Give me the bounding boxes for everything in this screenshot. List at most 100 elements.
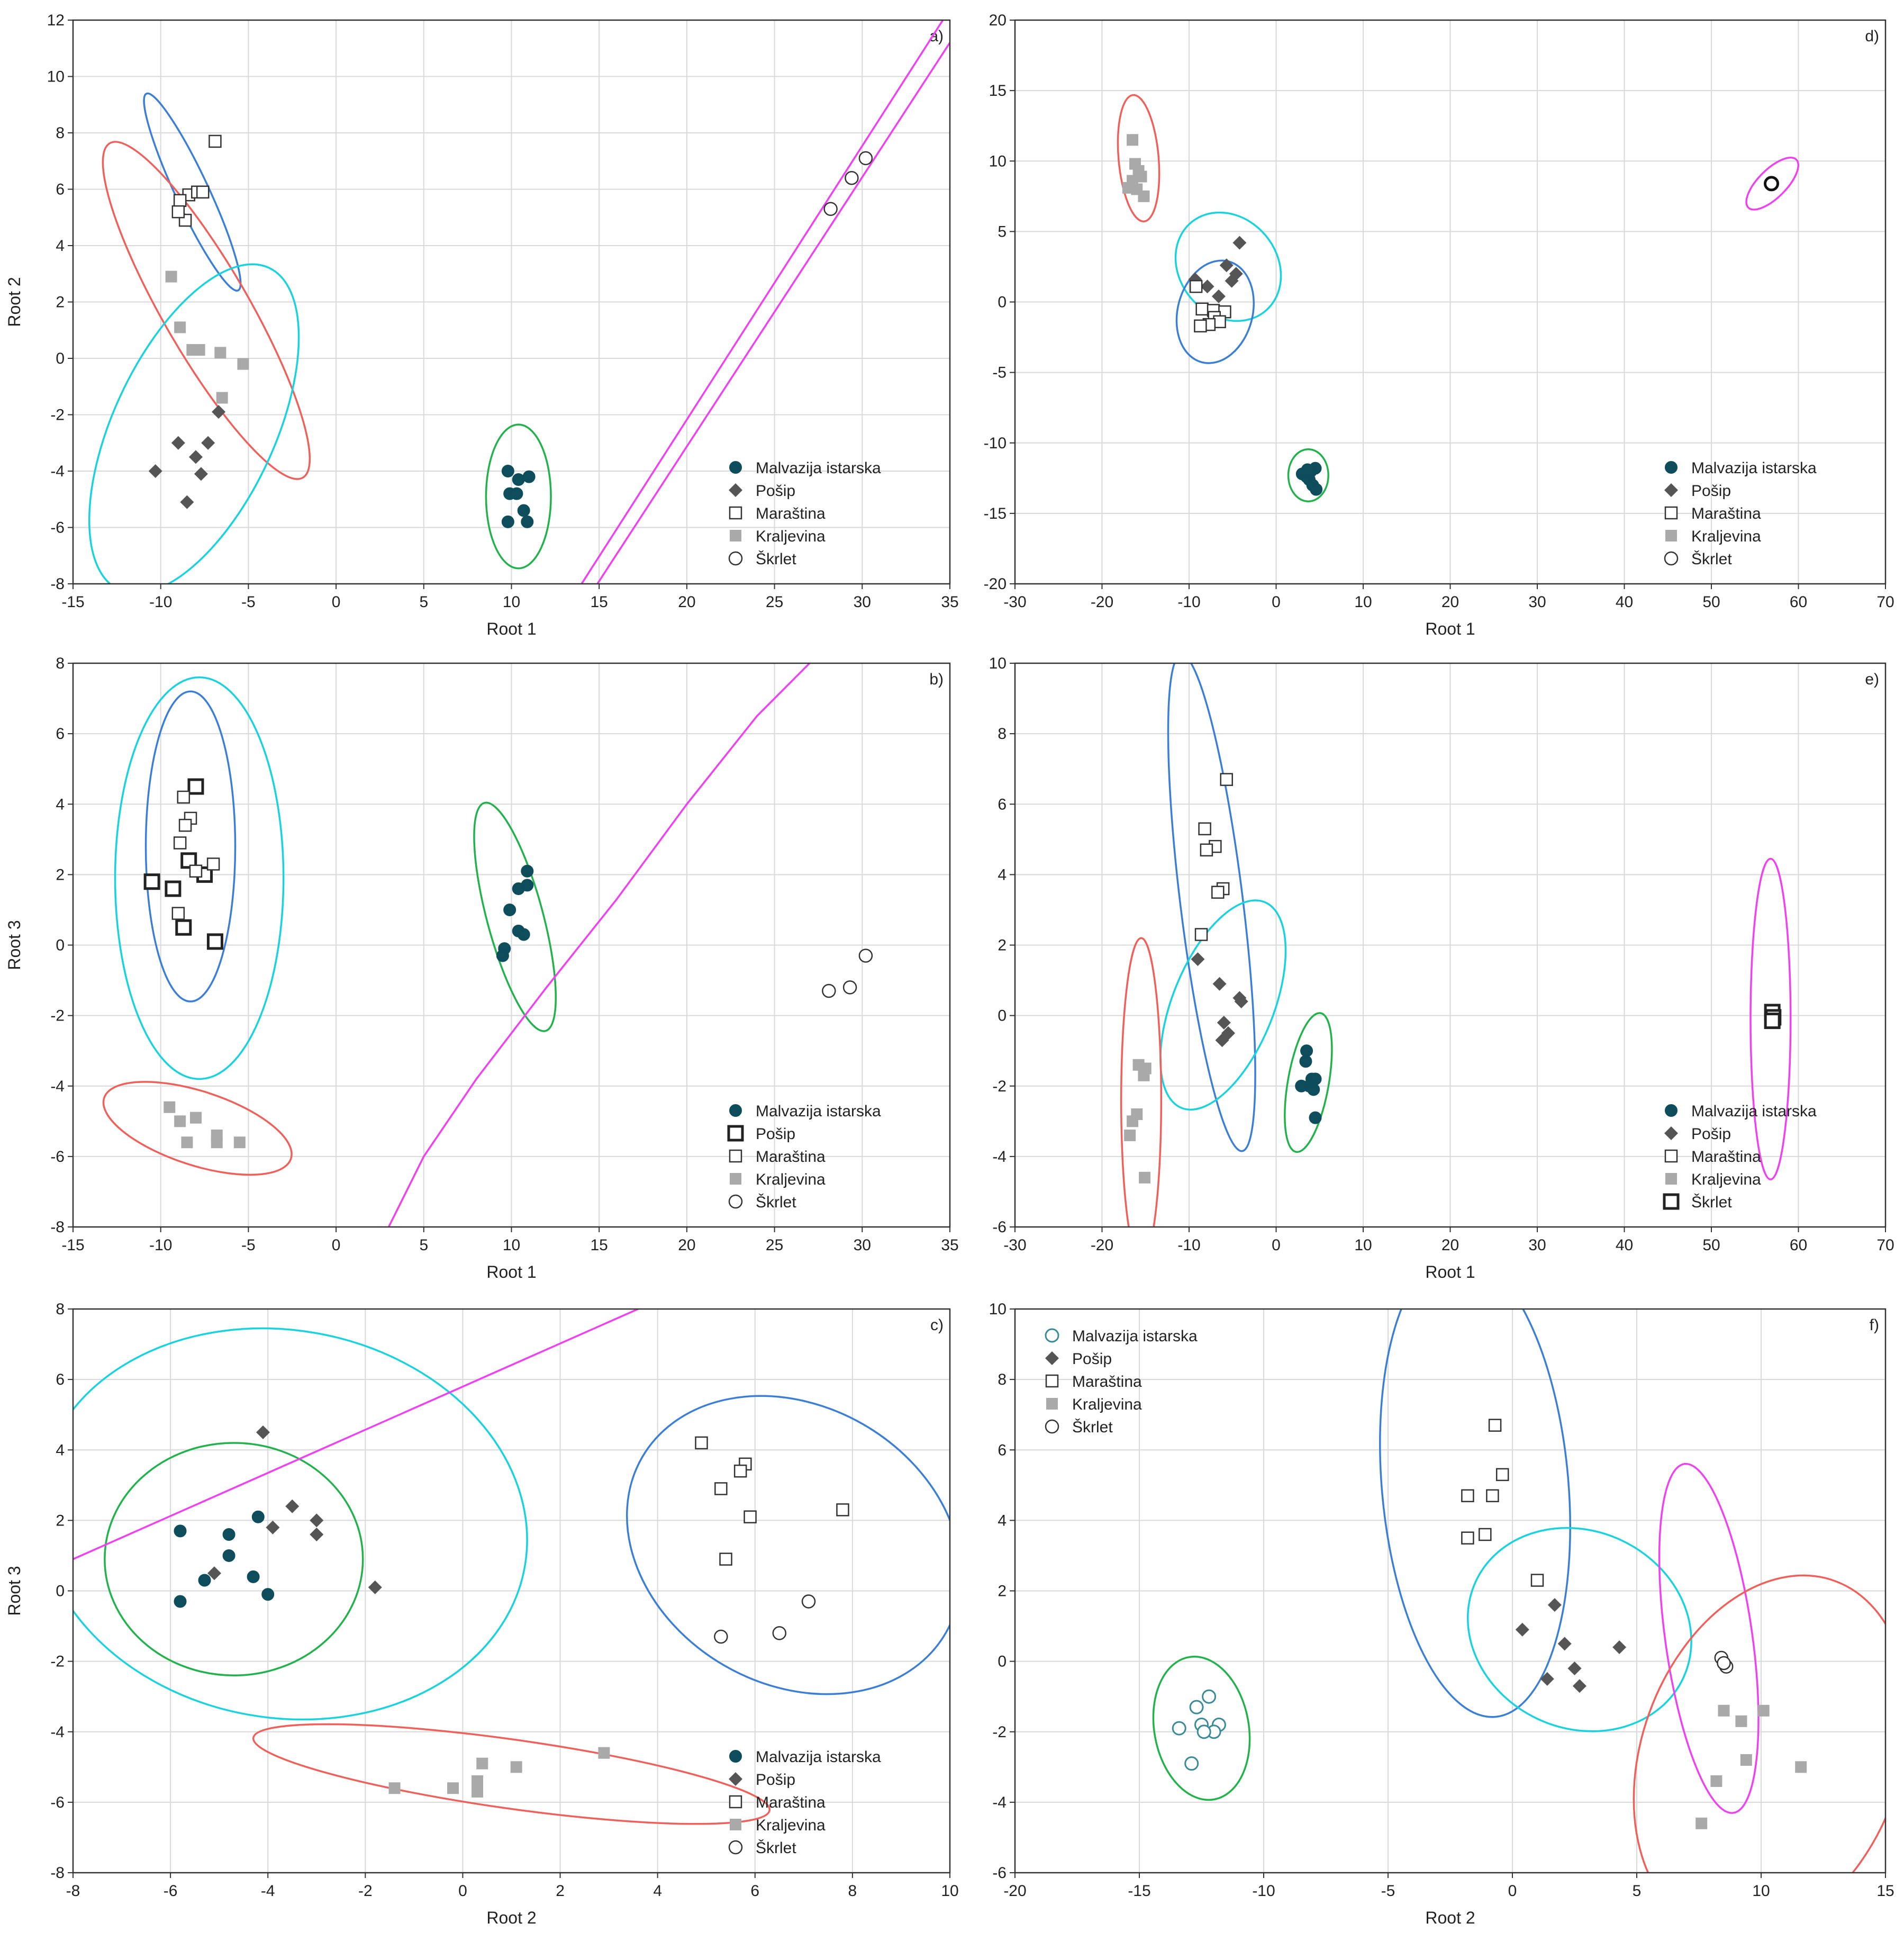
x-tick-label: 30: [1528, 593, 1546, 611]
data-point: [1740, 1754, 1752, 1766]
legend: Malvazija istarska Pošip Maraština Kraljevi…: [1045, 1328, 1198, 1436]
data-point: [1547, 1598, 1562, 1612]
data-point: [1764, 1013, 1781, 1030]
legend-marker: [729, 1795, 742, 1809]
y-tick-label: 8: [56, 1301, 65, 1318]
data-point: [261, 1588, 275, 1601]
legend-label: Malvazija istarska: [756, 1748, 881, 1766]
legend-marker: [730, 1819, 741, 1830]
y-tick-label: -2: [992, 1078, 1007, 1095]
data-point: [1495, 1468, 1509, 1482]
data-point: [177, 790, 191, 804]
data-point: [1735, 1715, 1747, 1727]
legend-marker: [729, 1149, 742, 1163]
legend-label: Maraština: [1691, 1148, 1761, 1166]
data-point: [187, 778, 204, 795]
y-tick-label: 8: [998, 1371, 1007, 1388]
x-tick-label: 0: [1508, 1882, 1517, 1900]
confidence-ellipse-magenta: [1749, 857, 1792, 1180]
data-point: [1196, 1725, 1211, 1739]
data-point: [310, 1513, 324, 1528]
legend-label: Kraljevina: [1691, 528, 1761, 545]
y-axis-label: Root 2: [5, 277, 24, 327]
data-point: [1219, 258, 1234, 273]
y-tick-label: -10: [984, 435, 1007, 452]
y-tick-label: 15: [989, 82, 1007, 100]
plot-area: [1117, 94, 1800, 502]
legend-marker: [729, 461, 742, 474]
data-point: [1139, 1171, 1151, 1184]
legend-label: Malvazija istarska: [1691, 1103, 1817, 1120]
data-point: [211, 1136, 223, 1149]
x-tick-label: 20: [1441, 593, 1459, 611]
data-point: [1191, 952, 1205, 967]
confidence-ellipse-green: [1152, 1656, 1251, 1801]
data-point: [521, 515, 534, 528]
y-tick-label: 10: [989, 655, 1007, 672]
y-axis-label: Root 3: [5, 1566, 24, 1615]
data-point: [517, 928, 530, 941]
data-point: [1194, 319, 1207, 333]
data-point: [174, 1524, 187, 1538]
confidence-ellipse-green: [1287, 448, 1329, 502]
panel-d: -30 -20 -10 0 10 20 30 40 50 60 70-20-15-10-505101…: [984, 12, 1894, 638]
x-tick-label: 8: [848, 1882, 857, 1900]
confidence-ellipse-blue: [1379, 1309, 1571, 1718]
plot-frame: [1014, 1308, 1887, 1874]
x-tick-label: -10: [1177, 1236, 1200, 1254]
data-point: [521, 864, 534, 878]
x-tick-label: 0: [332, 1236, 341, 1254]
data-point: [836, 1503, 849, 1516]
data-point: [1215, 1033, 1229, 1048]
data-point: [476, 1757, 488, 1770]
x-tick-label: 50: [1702, 593, 1720, 611]
data-point: [256, 1425, 270, 1439]
confidence-ellipse-green: [104, 1442, 364, 1676]
data-point: [521, 879, 534, 892]
panel-label: d): [1865, 28, 1879, 45]
confidence-ellipse-cyan: [1159, 899, 1287, 1111]
data-point: [175, 919, 192, 936]
y-tick-label: -4: [50, 463, 65, 480]
x-tick-label: 5: [1633, 1882, 1642, 1900]
data-point: [1232, 236, 1247, 250]
legend-marker: [1664, 1149, 1678, 1163]
legend-marker: [1663, 1193, 1680, 1210]
data-point: [501, 515, 514, 528]
data-point: [719, 1552, 732, 1566]
x-tick-label: 2: [556, 1882, 565, 1900]
data-point: [1195, 302, 1209, 316]
data-point: [237, 358, 249, 370]
legend-label: Pošip: [1691, 482, 1731, 500]
confidence-ellipse-cyan: [73, 1327, 528, 1721]
data-point: [174, 321, 186, 333]
y-tick-label: 6: [56, 181, 65, 198]
legend-marker: [1045, 1351, 1059, 1365]
y-tick-label: 4: [998, 866, 1007, 883]
y-tick-label: -6: [50, 519, 65, 537]
legend-marker: [729, 1750, 742, 1763]
data-point: [189, 1112, 202, 1124]
legend-marker: [730, 530, 741, 541]
data-point: [180, 495, 194, 509]
data-point: [164, 1101, 176, 1113]
x-axis-label: Root 1: [486, 1262, 536, 1281]
y-tick-label: 10: [989, 152, 1007, 170]
legend-label: Malvazija istarska: [1072, 1328, 1198, 1345]
x-tick-label: 20: [1441, 1236, 1459, 1254]
data-point: [1764, 176, 1780, 192]
x-tick-label: 15: [1876, 1882, 1894, 1900]
y-axis-label: Root 3: [5, 920, 24, 970]
x-tick-label: -15: [1128, 1882, 1150, 1900]
confidence-ellipse-red: [1117, 94, 1160, 223]
x-tick-label: 20: [678, 593, 695, 611]
y-tick-label: -4: [50, 1723, 65, 1741]
confidence-ellipse-magenta: [1745, 156, 1800, 211]
data-point: [222, 1549, 235, 1562]
data-point: [503, 903, 516, 916]
x-tick-label: -8: [66, 1882, 80, 1900]
legend-label: Malvazija istarska: [756, 1103, 881, 1120]
confidence-ellipse-blue: [1167, 663, 1256, 1152]
x-tick-label: 15: [591, 1236, 608, 1254]
confidence-ellipse-red: [252, 1723, 771, 1825]
